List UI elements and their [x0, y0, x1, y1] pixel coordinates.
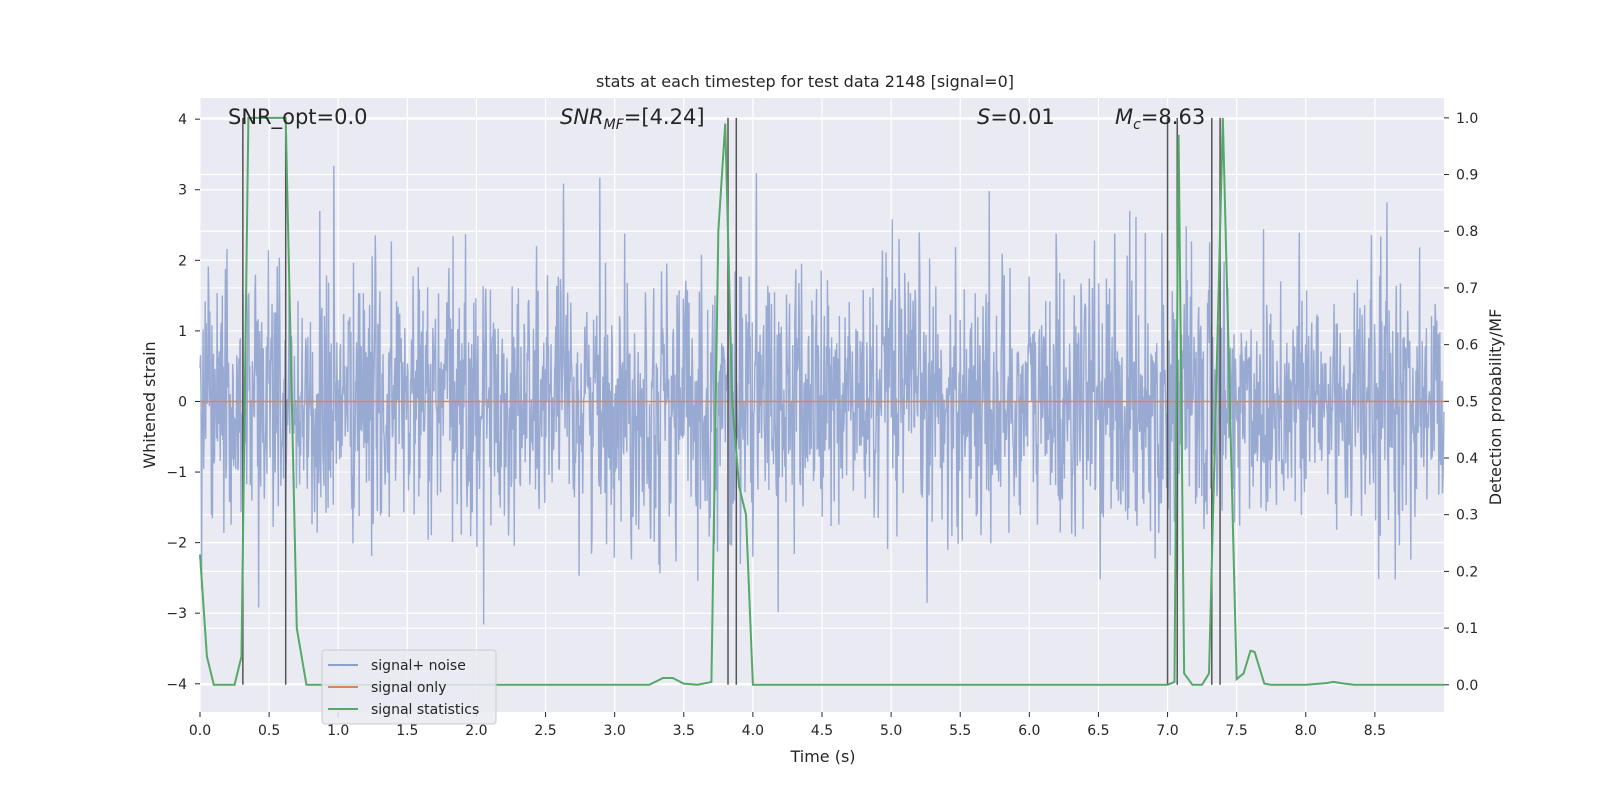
snr-mf-value: =[4.24]	[624, 105, 705, 129]
s-symbol: S	[977, 105, 990, 129]
x-tick-label: 6.0	[1018, 723, 1040, 739]
x-tick-label: 3.0	[604, 723, 626, 739]
x-tick-label: 0.0	[189, 723, 211, 739]
legend-box	[321, 649, 497, 725]
legend: signal+ noise signal only signal statist…	[321, 649, 497, 725]
x-tick-label: 2.5	[534, 723, 556, 739]
y-tick-label: 0	[178, 394, 187, 410]
signal-statistics-line	[199, 116, 1444, 686]
x-axis-label: Time (s)	[789, 747, 855, 766]
chart-title: stats at each timestep for test data 214…	[596, 72, 1014, 91]
x-tick-label: 7.0	[1156, 723, 1178, 739]
mc-annotation: Mc=8.63	[1115, 105, 1205, 133]
snr-mf-subscript: MF	[604, 117, 625, 133]
y2-tick-label: 0.3	[1456, 508, 1478, 524]
y2-tick-label: 0.5	[1456, 394, 1478, 410]
legend-label-statistics: signal statistics	[371, 702, 479, 718]
legend-label-noise: signal+ noise	[371, 658, 466, 674]
y-tick-label: −2	[166, 536, 187, 552]
y-tick-label: −1	[166, 465, 187, 481]
y-tick-label: −3	[166, 606, 187, 622]
y2-tick-label: 0.9	[1456, 168, 1478, 184]
x-tick-label: 4.5	[811, 723, 833, 739]
y-tick-label: 2	[178, 253, 187, 269]
y-axis-label: Whitened strain	[140, 341, 159, 468]
y-ticks: 4 3 2 1 0 −1 −2 −3 −4	[166, 112, 200, 693]
y-tick-label: −4	[166, 677, 187, 693]
x-tick-label: 5.5	[949, 723, 971, 739]
y2-tick-label: 0.4	[1456, 451, 1478, 467]
snr-mf-annotation: SNRMF=[4.24]	[560, 105, 705, 133]
mc-subscript: c	[1133, 117, 1141, 133]
x-tick-label: 4.0	[742, 723, 764, 739]
y2-tick-label: 0.1	[1456, 621, 1478, 637]
mc-symbol: M	[1115, 105, 1133, 129]
y-tick-label: 3	[178, 183, 187, 199]
snr-opt-annotation: SNR_opt=0.0	[228, 105, 368, 130]
legend-label-signal-only: signal only	[371, 680, 446, 696]
signal-noise-series	[199, 165, 1445, 625]
x-tick-label: 0.5	[258, 723, 280, 739]
signal-statistics-series	[199, 116, 1444, 686]
x-tick-label: 7.5	[1226, 723, 1248, 739]
y2-tick-label: 0.6	[1456, 338, 1478, 354]
x-ticks: 0.0 0.5 1.0 1.5 2.0 2.5 3.0 3.5 4.0 4.5 5.0 5.5 6.0 6…	[189, 712, 1386, 739]
snr-mf-symbol: SNR	[560, 105, 604, 129]
x-tick-label: 8.0	[1295, 723, 1317, 739]
x-tick-label: 1.0	[327, 723, 349, 739]
y2-tick-label: 0.8	[1456, 224, 1478, 240]
y2-tick-label: 0.2	[1456, 564, 1478, 580]
s-value: =0.01	[990, 105, 1054, 129]
x-tick-label: 8.5	[1364, 723, 1386, 739]
x-tick-label: 5.0	[880, 723, 902, 739]
y2-tick-label: 1.0	[1456, 111, 1478, 127]
mc-value: =8.63	[1141, 105, 1205, 129]
y2-ticks: 1.0 0.9 0.8 0.7 0.6 0.5 0.4 0.3 0.2 0.1 0.0	[1444, 111, 1478, 694]
x-tick-label: 6.5	[1087, 723, 1109, 739]
x-tick-label: 1.5	[396, 723, 418, 739]
x-tick-label: 2.0	[465, 723, 487, 739]
signal-noise-line	[199, 165, 1445, 625]
y2-tick-label: 0.7	[1456, 281, 1478, 297]
y-tick-label: 4	[178, 112, 187, 128]
y2-axis-label: Detection probability/MF	[1486, 309, 1505, 506]
x-tick-label: 3.5	[673, 723, 695, 739]
s-annotation: S=0.01	[977, 105, 1055, 129]
y-tick-label: 1	[178, 324, 187, 340]
y2-tick-label: 0.0	[1456, 678, 1478, 694]
